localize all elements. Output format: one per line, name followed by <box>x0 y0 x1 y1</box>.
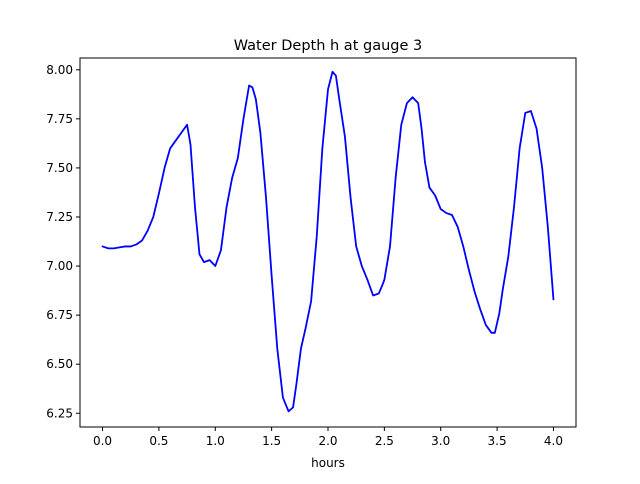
x-tick-label: 3.5 <box>488 434 507 448</box>
plot-area <box>101 70 555 413</box>
x-tick-label: 2.5 <box>375 434 394 448</box>
series-line-0 <box>101 70 555 413</box>
x-tick-label: 4.0 <box>544 434 563 448</box>
x-tick-label: 2.0 <box>318 434 337 448</box>
x-tick-label: 0.0 <box>93 434 112 448</box>
y-tick-label: 7.00 <box>46 259 73 273</box>
axes: 0.0 0.5 1.0 1.5 2.0 2.5 3.0 3.5 4.0 6.25 6.50 6.75 7… <box>46 57 577 448</box>
x-tick-label: 1.5 <box>262 434 281 448</box>
x-tick-label: 3.0 <box>431 434 450 448</box>
x-tick-label: 1.0 <box>206 434 225 448</box>
x-tick-label: 0.5 <box>149 434 168 448</box>
y-tick-label: 6.75 <box>46 308 73 322</box>
y-tick-label: 7.25 <box>46 210 73 224</box>
x-axis-label: hours <box>311 456 345 470</box>
chart-title: Water Depth h at gauge 3 <box>234 38 422 54</box>
y-tick-label: 8.00 <box>46 63 73 77</box>
y-tick-label: 7.50 <box>46 161 73 175</box>
y-tick-label: 7.75 <box>46 112 73 126</box>
y-tick-label: 6.25 <box>46 406 73 420</box>
y-tick-label: 6.50 <box>46 357 73 371</box>
